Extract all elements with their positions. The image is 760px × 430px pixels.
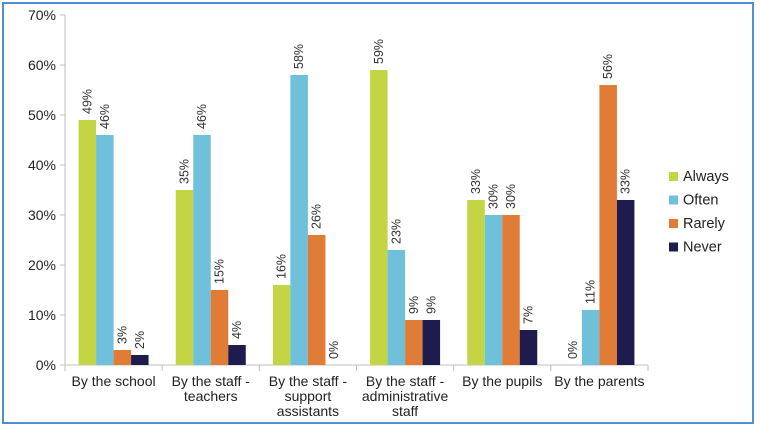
bar-never <box>228 345 246 365</box>
bar-always <box>175 190 194 365</box>
data-label: 3% <box>115 326 129 344</box>
y-tick-label: 50% <box>28 107 56 123</box>
bar-rarely <box>210 290 229 365</box>
data-label: 0% <box>327 341 341 359</box>
bar-rarely <box>307 235 326 365</box>
bar-often <box>96 135 114 365</box>
data-label: 35% <box>178 159 192 184</box>
data-label: 46% <box>98 104 112 129</box>
x-category-label: By the parents <box>554 373 644 389</box>
bar-never <box>519 330 538 365</box>
bar-rarely <box>599 85 617 365</box>
bar-never <box>131 355 149 365</box>
bar-rarely <box>113 350 132 365</box>
y-tick-label: 0% <box>36 357 56 373</box>
bar-never <box>422 320 441 365</box>
legend-swatch-rarely <box>669 219 678 228</box>
data-label: 56% <box>601 54 615 79</box>
bar-often <box>193 135 211 365</box>
x-axis: By the school By the staff -teachers By th… <box>64 364 649 419</box>
data-label: 4% <box>230 321 244 339</box>
legend-label-always: Always <box>683 169 729 185</box>
legend-swatch-never <box>669 242 678 252</box>
legend-swatch-often <box>669 195 678 205</box>
x-category-label: By the school <box>72 373 156 389</box>
data-label: 33% <box>469 169 483 194</box>
data-label: 26% <box>310 204 324 229</box>
y-tick-label: 70% <box>28 7 56 23</box>
legend-label-rarely: Rarely <box>683 216 726 232</box>
data-label: 23% <box>389 219 403 244</box>
bar-often <box>581 310 600 365</box>
data-label: 2% <box>133 331 147 349</box>
x-category-label: By the staff -support assistants <box>269 373 348 419</box>
x-category-label: By the pupils <box>462 373 542 389</box>
y-tick-label: 60% <box>28 57 56 73</box>
legend: Always Often Rarely Never <box>669 169 729 256</box>
bar-always <box>467 200 485 365</box>
data-label: 9% <box>407 296 421 314</box>
bar-never <box>616 200 635 365</box>
data-label: 49% <box>80 89 94 114</box>
data-label: 30% <box>504 184 518 209</box>
data-label: 11% <box>584 280 598 304</box>
x-category-label: By the staff -administrative staff <box>362 373 449 419</box>
legend-label-never: Never <box>683 240 722 256</box>
bar-often <box>484 215 503 365</box>
bar-often <box>387 250 406 365</box>
bar-often <box>290 75 308 365</box>
data-label: 7% <box>522 306 536 324</box>
y-axis: 0% 10% 20% 30% 40% 50% 60% 70% <box>28 7 66 373</box>
bar-rarely <box>502 215 520 365</box>
bar-always <box>78 120 97 365</box>
data-label: 15% <box>213 259 227 284</box>
data-label: 30% <box>487 184 501 209</box>
y-tick-label: 40% <box>28 157 56 173</box>
data-label: 33% <box>619 169 633 194</box>
bar-rarely <box>405 320 423 365</box>
bar-always <box>370 70 388 365</box>
data-label: 46% <box>195 104 209 129</box>
y-tick-label: 10% <box>28 307 56 323</box>
x-category-label: By the staff -teachers <box>172 373 251 404</box>
data-label: 58% <box>292 44 306 69</box>
data-label: 9% <box>424 296 438 314</box>
data-label: 16% <box>275 254 289 279</box>
legend-swatch-always <box>669 172 678 181</box>
y-tick-label: 20% <box>28 257 56 273</box>
data-label: 0% <box>566 341 580 359</box>
bar-always <box>272 285 291 365</box>
legend-label-often: Often <box>683 193 718 209</box>
data-labels: 49% 35% 16% 59% 33% 0% 46% 46% 58% 23% 30% 11% 3% 15%… <box>80 39 632 359</box>
y-tick-label: 30% <box>28 207 56 223</box>
bars <box>78 70 635 365</box>
data-label: 59% <box>372 39 386 64</box>
